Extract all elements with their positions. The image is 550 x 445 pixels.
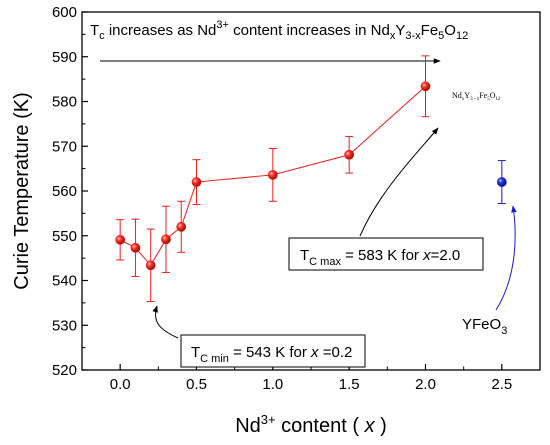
yfeo3-arrow [495, 205, 517, 311]
data-point [115, 234, 126, 245]
x-axis-title: Nd3+ content ( x ) [235, 412, 387, 437]
data-point [130, 242, 141, 253]
y-tick-label: 550 [52, 228, 77, 245]
x-tick-label: 2.5 [491, 376, 512, 393]
y-tick-label: 600 [52, 4, 77, 21]
x-tick-label: 0.0 [110, 376, 131, 393]
tc-min-text: TC min = 543 K for x =0.2 [191, 344, 352, 365]
y-axis-ticks: 520 530 540 550 560 570 580 590 600 [52, 4, 88, 379]
tc-min-arrow [152, 305, 179, 339]
x-tick-label: 1.0 [262, 376, 283, 393]
y-tick-label: 540 [52, 273, 77, 290]
data-point [161, 234, 171, 245]
y-tick-label: 560 [52, 183, 77, 200]
data-point [496, 177, 507, 187]
tc-min-box [180, 334, 366, 368]
tc-max-arrow [359, 127, 439, 237]
tc-max-box [288, 237, 484, 271]
x-axis-ticks: 0.0 0.5 1.0 1.5 2.0 2.5 [110, 364, 512, 393]
x-tick-label: 1.5 [339, 376, 360, 393]
data-point [344, 149, 355, 160]
x-tick-label: 2.0 [415, 376, 436, 393]
tc-max-text: TC max = 583 K for x=2.0 [300, 247, 460, 268]
chart-title: Tc increases as Nd3+ content increases i… [90, 19, 468, 42]
data-point [191, 177, 202, 187]
data-point [145, 260, 156, 271]
y-tick-label: 530 [52, 317, 77, 334]
yfeo3-label: YFeO3 [462, 316, 507, 337]
y-tick-label: 590 [52, 49, 77, 66]
ndy-point-label: NdxY3 - xFe5O12 [452, 91, 501, 102]
data-point [267, 169, 278, 180]
series-nd-doped [115, 55, 431, 303]
y-tick-label: 520 [52, 362, 77, 379]
y-axis-title: Curie Temperature (K) [11, 92, 33, 289]
data-point [176, 221, 187, 232]
y-tick-label: 570 [52, 138, 77, 155]
data-point [420, 81, 431, 92]
x-tick-label: 0.5 [186, 376, 207, 393]
series-yfeo3 [496, 160, 507, 205]
y-tick-label: 580 [52, 94, 77, 111]
